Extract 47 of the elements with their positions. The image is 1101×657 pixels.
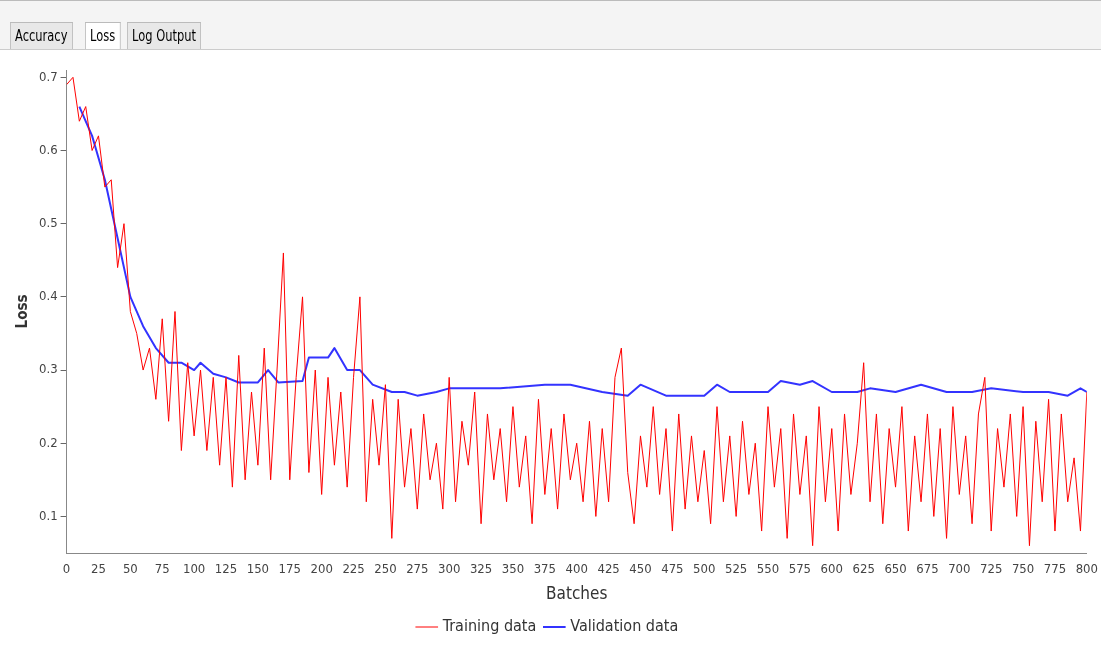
x-tick-label: 675 [916, 561, 939, 577]
x-tick-label: 75 [154, 561, 170, 577]
x-tick-label: 325 [469, 561, 493, 577]
x-tick-label: 0 [62, 561, 71, 577]
y-tick-label: 0.5 [39, 215, 58, 231]
x-tick-label: 125 [214, 561, 238, 577]
x-tick-label: 300 [438, 561, 461, 577]
legend-label: Validation data [570, 616, 679, 636]
x-tick-label: 250 [374, 561, 397, 577]
x-tick-label: 650 [884, 561, 907, 577]
x-tick-label: 25 [91, 561, 106, 577]
x-tick-label: 425 [597, 561, 620, 577]
x-tick-label: 775 [1043, 561, 1067, 577]
y-tick-label: 0.7 [39, 68, 58, 84]
x-tick-label: 800 [1075, 561, 1098, 577]
x-axis-title: Batches [546, 583, 608, 604]
x-tick-label: 375 [533, 561, 556, 577]
x-tick-label: 225 [342, 561, 365, 577]
y-tick-label: 0.3 [39, 361, 58, 377]
x-tick-label: 550 [756, 561, 780, 577]
y-tick-label: 0.6 [39, 141, 58, 157]
x-tick-label: 50 [122, 561, 138, 577]
text: Log Output [127, 22, 202, 49]
x-tick-label: 175 [278, 561, 301, 577]
x-tick-label: 475 [661, 561, 684, 577]
legend-label: Training data [441, 616, 537, 636]
x-tick-label: 350 [501, 561, 525, 577]
y-tick-label: 0.4 [39, 288, 58, 304]
y-tick-label: 0.2 [39, 434, 58, 450]
text: Loss [84, 22, 120, 49]
x-tick-label: 700 [948, 561, 971, 577]
x-tick-label: 725 [980, 561, 1003, 577]
x-tick-label: 200 [310, 561, 333, 577]
x-tick-label: 400 [565, 561, 588, 577]
x-tick-label: 500 [693, 561, 716, 577]
x-tick-label: 750 [1011, 561, 1035, 577]
y-axis-title: Loss [12, 294, 31, 329]
y-tick-label: 0.1 [39, 507, 58, 523]
x-tick-label: 575 [788, 561, 812, 577]
x-tick-label: 625 [852, 561, 875, 577]
x-tick-label: 600 [820, 561, 843, 577]
x-tick-label: 525 [724, 561, 748, 577]
x-tick-label: 275 [406, 561, 429, 577]
text: Accuracy [10, 22, 73, 49]
x-tick-label: 450 [629, 561, 652, 577]
x-tick-label: 100 [182, 561, 206, 577]
x-tick-label: 150 [246, 561, 270, 577]
